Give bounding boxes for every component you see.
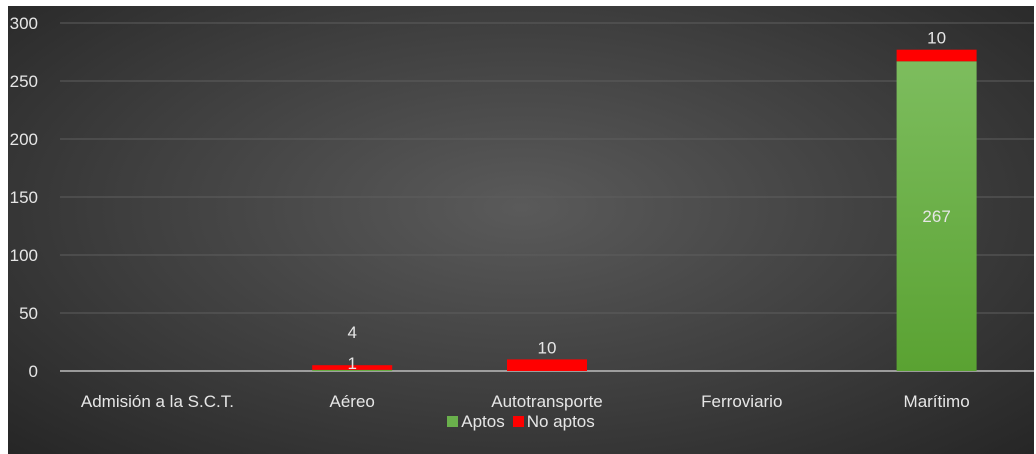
y-tick-label: 200 (10, 130, 38, 149)
x-category-label: Autotransporte (491, 392, 603, 411)
legend: Aptos No aptos (8, 412, 1034, 432)
legend-item: Aptos (447, 412, 505, 432)
x-category-label: Aéreo (330, 392, 375, 411)
y-tick-label: 150 (10, 188, 38, 207)
legend-label: No aptos (526, 412, 595, 431)
data-label: 10 (538, 338, 557, 357)
x-category-label: Ferroviario (701, 392, 782, 411)
x-category-label: Admisión a la S.C.T. (81, 392, 234, 411)
bar-no-aptos (896, 49, 977, 62)
y-tick-label: 100 (10, 246, 38, 265)
data-label: 267 (922, 207, 950, 226)
y-tick-label: 0 (29, 362, 38, 381)
y-tick-label: 300 (10, 14, 38, 33)
legend-item: No aptos (512, 412, 595, 432)
legend-label: Aptos (461, 412, 505, 431)
x-category-label: Marítimo (904, 392, 970, 411)
y-tick-label: 50 (19, 304, 38, 323)
bar-no-aptos (507, 359, 587, 371)
bar-no-aptos (312, 365, 393, 370)
y-tick-label: 250 (10, 72, 38, 91)
data-label: 1 (347, 354, 356, 373)
data-label: 4 (347, 323, 356, 342)
bar-aptos (312, 369, 393, 371)
stacked-bar-chart: 0 50 100 150 200 250 300 1 4 10 267 10 Admisión a la… (10, 14, 1034, 411)
legend-swatch (512, 416, 524, 427)
chart-area: 0 50 100 150 200 250 300 1 4 10 267 10 Admisión a la… (8, 6, 1034, 454)
data-label: 10 (927, 29, 946, 48)
legend-swatch (447, 416, 459, 427)
bar-aptos (896, 61, 977, 371)
